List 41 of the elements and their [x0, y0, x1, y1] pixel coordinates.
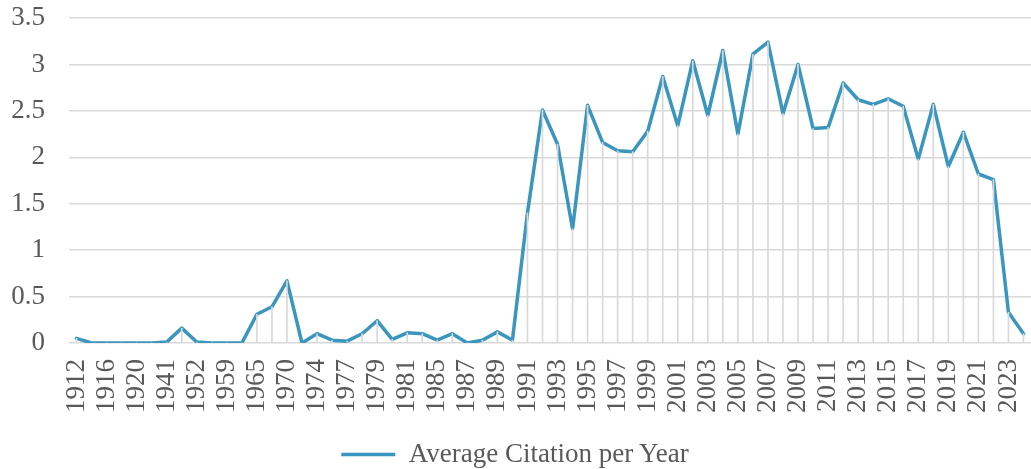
x-tick-label: 1974	[300, 358, 331, 413]
x-tick-label: 1999	[630, 359, 661, 413]
x-tick-label: 1941	[149, 359, 180, 413]
x-tick-label: 2009	[781, 359, 812, 413]
y-tick-label: 1	[31, 233, 45, 264]
y-tick-label: 1.5	[11, 186, 45, 217]
y-tick-label: 0	[31, 326, 45, 357]
x-tick-label: 2013	[841, 359, 872, 413]
legend-label: Average Citation per Year	[408, 437, 689, 468]
y-tick-label: 3.5	[11, 1, 45, 32]
x-tick-label: 2015	[871, 359, 902, 413]
y-tick-label: 3	[31, 47, 45, 78]
x-tick-label: 2007	[751, 359, 782, 413]
x-tick-label: 2005	[720, 359, 751, 413]
x-tick-label: 1993	[540, 359, 571, 413]
x-tick-label: 2017	[901, 359, 932, 413]
x-tick-label: 2003	[690, 359, 721, 413]
x-tick-label: 1920	[119, 359, 150, 413]
x-tick-label: 1952	[179, 359, 210, 413]
x-tick-label: 1979	[360, 359, 391, 413]
x-tick-label: 1970	[270, 359, 301, 413]
x-tick-label: 1987	[450, 359, 481, 413]
x-tick-label: 1989	[480, 359, 511, 413]
x-tick-label: 1985	[420, 359, 451, 413]
x-tick-label: 1991	[510, 359, 541, 413]
x-tick-label: 1995	[570, 359, 601, 413]
x-tick-label: 2023	[991, 359, 1022, 413]
x-tick-label: 1977	[330, 359, 361, 413]
x-tick-label: 1959	[209, 359, 240, 413]
x-tick-label: 1916	[89, 359, 120, 413]
x-tick-label: 1997	[600, 359, 631, 413]
x-tick-label: 1912	[59, 359, 90, 413]
y-tick-label: 2	[31, 140, 45, 171]
x-tick-label: 2019	[931, 359, 962, 413]
x-tick-label: 1965	[239, 359, 270, 413]
x-tick-label: 2001	[660, 359, 691, 413]
x-tick-label: 2021	[961, 359, 992, 413]
y-tick-label: 2.5	[11, 93, 45, 124]
x-tick-label: 2011	[811, 359, 842, 412]
x-tick-label: 1981	[390, 359, 421, 413]
y-tick-label: 0.5	[11, 279, 45, 310]
